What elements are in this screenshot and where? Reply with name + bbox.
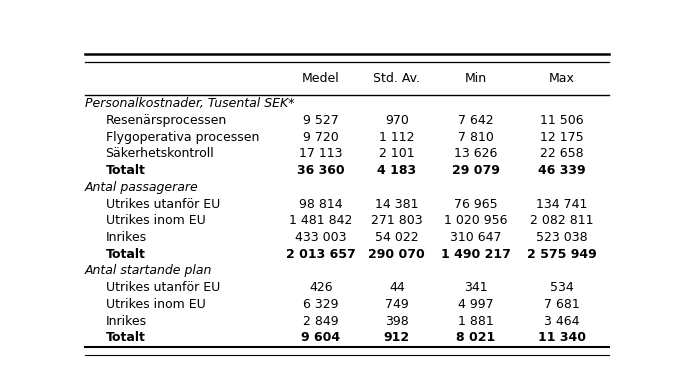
Text: 9 527: 9 527 (303, 114, 338, 127)
Text: 2 101: 2 101 (379, 147, 414, 160)
Text: 8 021: 8 021 (456, 331, 495, 344)
Text: Std. Av.: Std. Av. (373, 72, 420, 85)
Text: 76 965: 76 965 (454, 197, 498, 211)
Text: Inrikes: Inrikes (106, 231, 147, 244)
Text: 7 810: 7 810 (458, 131, 494, 144)
Text: 7 681: 7 681 (544, 298, 580, 311)
Text: Min: Min (464, 72, 487, 85)
Text: 54 022: 54 022 (375, 231, 418, 244)
Text: Totalt: Totalt (106, 164, 146, 177)
Text: 134 741: 134 741 (536, 197, 588, 211)
Text: 523 038: 523 038 (536, 231, 588, 244)
Text: 9 720: 9 720 (303, 131, 338, 144)
Text: 426: 426 (309, 281, 332, 294)
Text: Utrikes utanför EU: Utrikes utanför EU (106, 197, 220, 211)
Text: Antal startande plan: Antal startande plan (85, 264, 212, 278)
Text: Säkerhetskontroll: Säkerhetskontroll (106, 147, 215, 160)
Text: 1 481 842: 1 481 842 (289, 214, 353, 227)
Text: 29 079: 29 079 (452, 164, 500, 177)
Text: 398: 398 (385, 315, 409, 328)
Text: 36 360: 36 360 (297, 164, 345, 177)
Text: 341: 341 (464, 281, 487, 294)
Text: 13 626: 13 626 (454, 147, 497, 160)
Text: 271 803: 271 803 (371, 214, 422, 227)
Text: 7 642: 7 642 (458, 114, 494, 127)
Text: 11 506: 11 506 (540, 114, 584, 127)
Text: 11 340: 11 340 (538, 331, 586, 344)
Text: 534: 534 (550, 281, 574, 294)
Text: Totalt: Totalt (106, 248, 146, 261)
Text: 12 175: 12 175 (540, 131, 584, 144)
Text: 46 339: 46 339 (538, 164, 586, 177)
Text: 4 997: 4 997 (458, 298, 494, 311)
Text: 1 881: 1 881 (458, 315, 494, 328)
Text: 290 070: 290 070 (368, 248, 425, 261)
Text: 310 647: 310 647 (450, 231, 501, 244)
Text: 433 003: 433 003 (295, 231, 347, 244)
Text: Personalkostnader, Tusental SEK*: Personalkostnader, Tusental SEK* (85, 97, 294, 110)
Text: Totalt: Totalt (106, 331, 146, 344)
Text: 17 113: 17 113 (299, 147, 343, 160)
Text: 1 490 217: 1 490 217 (441, 248, 510, 261)
Text: 98 814: 98 814 (299, 197, 343, 211)
Text: 3 464: 3 464 (544, 315, 580, 328)
Text: 22 658: 22 658 (540, 147, 584, 160)
Text: Medel: Medel (302, 72, 340, 85)
Text: 912: 912 (384, 331, 410, 344)
Text: Max: Max (549, 72, 575, 85)
Text: 1 020 956: 1 020 956 (443, 214, 507, 227)
Text: Flygoperativa processen: Flygoperativa processen (106, 131, 259, 144)
Text: 4 183: 4 183 (377, 164, 416, 177)
Text: Resenärsprocessen: Resenärsprocessen (106, 114, 227, 127)
Text: Utrikes utanför EU: Utrikes utanför EU (106, 281, 220, 294)
Text: 2 849: 2 849 (303, 315, 338, 328)
Text: 2 575 949: 2 575 949 (527, 248, 597, 261)
Text: Utrikes inom EU: Utrikes inom EU (106, 298, 205, 311)
Text: 1 112: 1 112 (379, 131, 414, 144)
Text: 14 381: 14 381 (375, 197, 418, 211)
Text: 970: 970 (385, 114, 409, 127)
Text: 2 082 811: 2 082 811 (530, 214, 594, 227)
Text: 6 329: 6 329 (303, 298, 338, 311)
Text: 2 013 657: 2 013 657 (286, 248, 355, 261)
Text: Utrikes inom EU: Utrikes inom EU (106, 214, 205, 227)
Text: Inrikes: Inrikes (106, 315, 147, 328)
Text: 44: 44 (389, 281, 405, 294)
Text: Antal passagerare: Antal passagerare (85, 181, 198, 194)
Text: 749: 749 (385, 298, 409, 311)
Text: 9 604: 9 604 (301, 331, 341, 344)
